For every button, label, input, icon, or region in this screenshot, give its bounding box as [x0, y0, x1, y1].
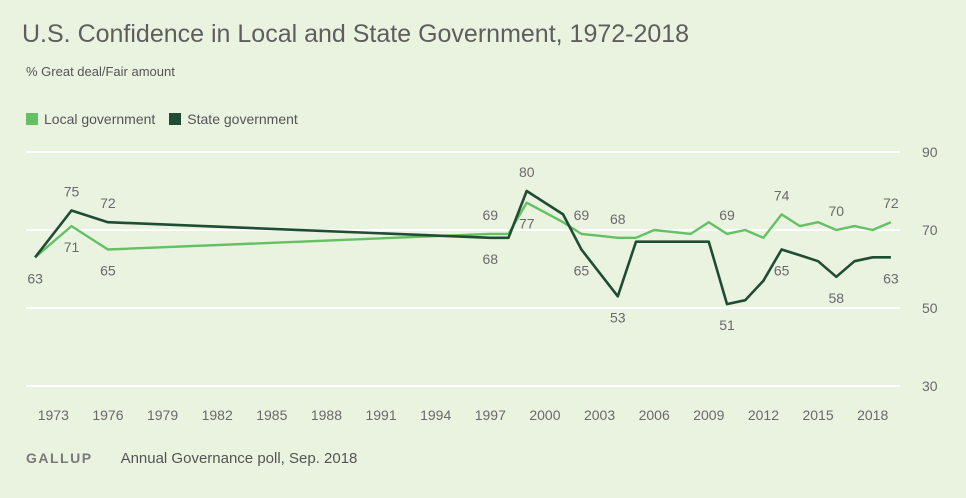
- data-label-2010-51: 51: [719, 317, 735, 333]
- data-label-1974-71: 71: [64, 239, 80, 255]
- legend-label-state: State government: [187, 111, 298, 127]
- legend-swatch-state: [169, 113, 182, 125]
- legend-item-local: Local government: [26, 111, 155, 127]
- data-label-2002-69: 69: [574, 207, 590, 223]
- x-tick-label-2000: 2000: [529, 407, 560, 423]
- chart-legend: Local government State government: [26, 111, 312, 127]
- x-tick-label-1982: 1982: [202, 407, 233, 423]
- y-tick-label-50: 50: [922, 300, 938, 316]
- chart-subtitle: % Great deal/Fair amount: [26, 64, 175, 79]
- data-label-1997-68: 68: [483, 251, 499, 267]
- x-tick-label-1988: 1988: [311, 407, 342, 423]
- x-tick-label-2003: 2003: [584, 407, 615, 423]
- x-tick-label-1979: 1979: [147, 407, 178, 423]
- legend-label-local: Local government: [44, 111, 156, 127]
- data-label-1997-69: 69: [483, 207, 499, 223]
- legend-item-state: State government: [169, 111, 298, 127]
- x-tick-label-1976: 1976: [92, 407, 123, 423]
- y-tick-label-30: 30: [922, 378, 938, 394]
- data-label-2016-58: 58: [828, 290, 844, 306]
- x-tick-label-1994: 1994: [420, 407, 451, 423]
- x-tick-label-1991: 1991: [365, 407, 396, 423]
- legend-swatch-local: [26, 113, 38, 125]
- data-label-2019-72: 72: [883, 195, 899, 211]
- data-label-1974-75: 75: [64, 184, 80, 200]
- data-label-1999-80: 80: [519, 164, 535, 180]
- data-label-2016-70: 70: [828, 203, 844, 219]
- data-label-1972-63: 63: [27, 270, 43, 286]
- x-tick-label-2018: 2018: [857, 407, 888, 423]
- data-label-1976-65: 65: [100, 263, 116, 279]
- data-label-2002-65: 65: [574, 263, 590, 279]
- x-tick-label-1997: 1997: [475, 407, 506, 423]
- x-tick-label-2012: 2012: [748, 407, 779, 423]
- x-tick-label-2009: 2009: [693, 407, 724, 423]
- series-line-state-government: [34, 189, 891, 306]
- x-tick-label-2006: 2006: [639, 407, 670, 423]
- data-label-2013-74: 74: [774, 187, 790, 203]
- gallup-logo: GALLUP: [26, 450, 93, 466]
- series-line-local-government: [34, 201, 892, 259]
- y-tick-label-70: 70: [922, 222, 938, 238]
- x-tick-label-1985: 1985: [256, 407, 287, 423]
- y-tick-label-90: 90: [922, 144, 938, 160]
- data-label-2013-65: 65: [774, 263, 790, 279]
- data-label-2004-68: 68: [610, 211, 626, 227]
- x-tick-label-1973: 1973: [38, 407, 69, 423]
- data-label-2019-63: 63: [883, 270, 899, 286]
- source-note: Annual Governance poll, Sep. 2018: [120, 450, 358, 467]
- data-label-1976-72: 72: [100, 195, 116, 211]
- data-label-2004-53: 53: [610, 309, 626, 325]
- footer: GALLUP Annual Governance poll, Sep. 2018: [26, 450, 357, 467]
- x-tick-label-2015: 2015: [802, 407, 833, 423]
- data-label-1999-77: 77: [519, 216, 535, 232]
- chart-title: U.S. Confidence in Local and State Gover…: [22, 20, 690, 48]
- data-label-2010-69: 69: [719, 207, 735, 223]
